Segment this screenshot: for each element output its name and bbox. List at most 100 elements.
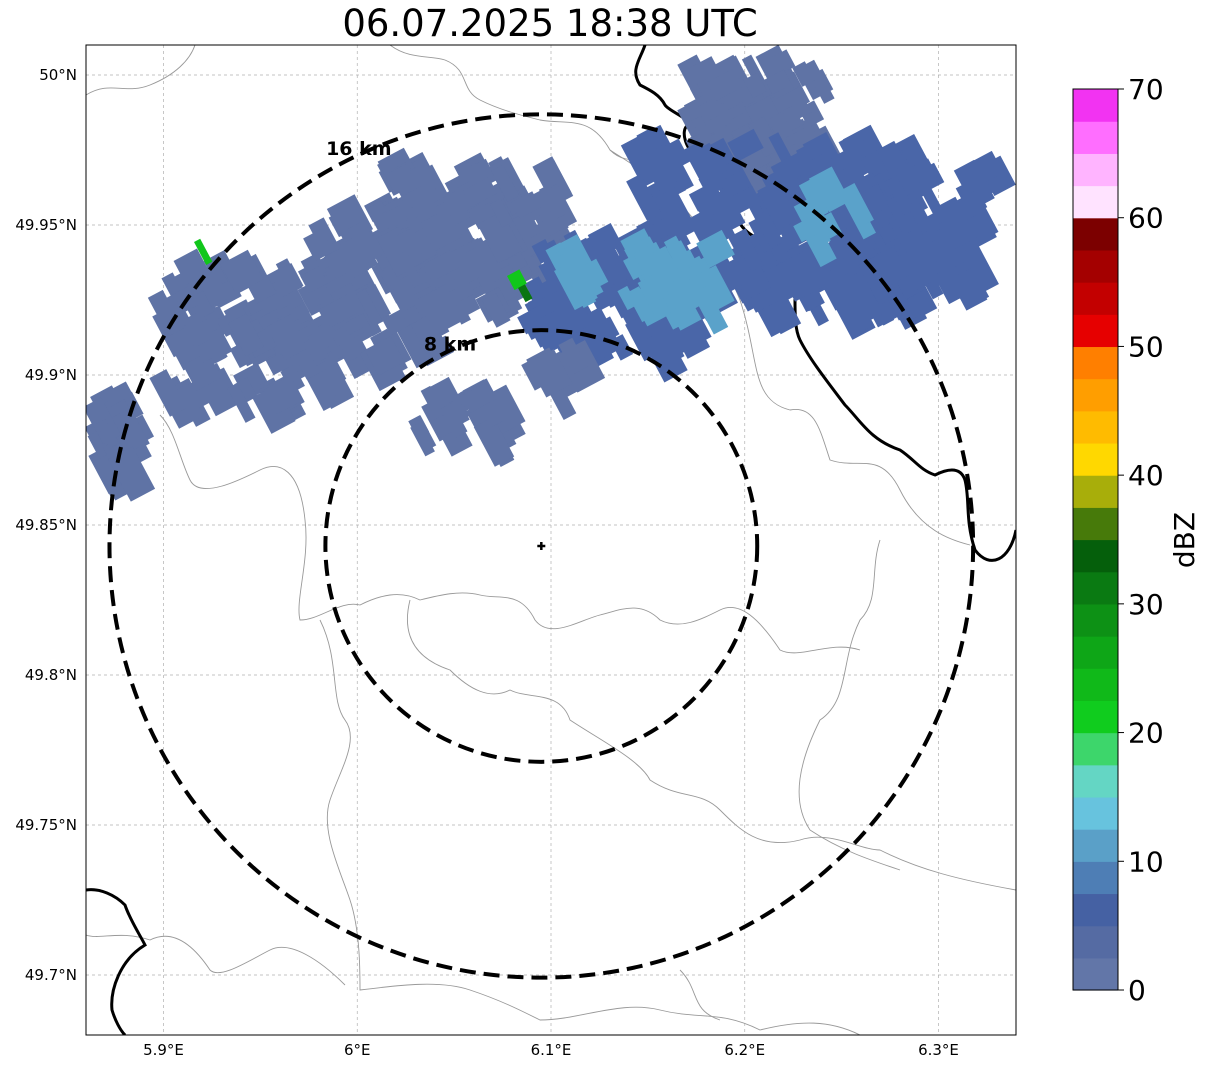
lon-tick-label: 6.3°E [918,1041,959,1059]
lat-tick-label: 49.7°N [25,966,77,984]
echo-cell [320,294,357,328]
echo-cell [860,187,885,216]
echo-cell [933,223,970,269]
echo-cell [507,269,527,291]
echo-cell [558,337,588,375]
lon-tick-label: 6.2°E [724,1041,765,1059]
echo-cell [732,229,764,272]
echo-cell [337,238,370,278]
lat-tick-label: 49.8°N [25,666,77,684]
echo-cell [511,191,541,219]
echo-cell [383,326,412,366]
echo-cell [768,132,792,163]
echo-cell [333,325,360,362]
echo-cell [709,188,746,233]
echo-cell [667,277,708,317]
radar-site-marker [537,542,546,550]
echo-cell [727,128,764,162]
echo-cell [227,383,256,423]
echo-cell [782,105,804,131]
colorbar-segment [1073,700,1118,734]
echo-cell [491,164,520,202]
echo-cell [228,313,264,357]
echo-cell [931,196,977,250]
echo-cell [410,422,435,457]
echo-cell [182,313,210,347]
colorbar-segment [1073,410,1118,444]
colorbar-segment [1073,121,1118,154]
echo-cell [961,163,992,206]
lat-tick-label: 50°N [39,66,77,84]
colorbar-segment [1073,314,1118,348]
echo-cell [537,286,587,342]
map-title: 06.07.2025 18:38 UTC [342,2,758,45]
echo-cell [186,298,221,338]
echo-cell [300,266,328,294]
colorbar-segment [1073,732,1118,766]
echo-cell [770,152,809,186]
echo-cell [792,61,815,87]
echo-cell [885,175,915,215]
echo-cell [626,173,662,221]
echo-cell [751,241,779,273]
colorbar-segment [1073,893,1118,927]
colorbar-segment [1073,764,1118,798]
colorbar-segment [1073,668,1118,701]
echo-cell [555,248,586,281]
echo-cell [396,250,423,288]
echo-cell [803,59,835,104]
echo-cell [730,185,761,214]
echo-cell [465,247,498,293]
echo-cell [307,332,330,362]
echo-cell [642,328,688,383]
echo-cell [477,211,523,264]
echo-cell [105,407,149,455]
echo-cell [364,283,391,320]
echo-cell [532,156,574,207]
colorbar-segment [1073,829,1118,862]
echo-cell [303,228,334,262]
colorbar: 0 10 20 30 40 50 60 70 dBZ [1072,73,1201,1007]
colorbar-segment [1073,346,1118,380]
echo-cell [252,384,296,434]
echo-cell [439,402,468,439]
echo-cell [793,215,823,243]
echo-cell [431,414,453,438]
echo-cell [356,288,383,326]
colorbar-segment [1073,217,1118,251]
colorbar-label: dBZ [1168,512,1201,568]
echo-cell [317,320,347,361]
echo-cell [92,455,126,500]
echo-cell [519,311,545,341]
echo-cell [216,314,237,337]
echo-cell [891,162,923,197]
echo-cell [917,178,948,224]
echo-cell [382,262,418,311]
lat-tick-label: 49.85°N [15,516,77,534]
echo-cell [706,68,743,101]
colorbar-segment [1073,153,1118,187]
radar-echoes [86,45,1016,502]
echo-cell [417,284,465,335]
echo-cell [147,289,177,324]
colorbar-segment [1073,378,1118,412]
colorbar-tick-label: 40 [1128,459,1164,492]
echo-cell [489,198,513,228]
echo-cell [757,180,799,231]
echo-cell [480,400,504,428]
range-ring-label: 16 km [326,138,392,160]
admin-boundaries [86,45,1016,1035]
colorbar-segment [1073,571,1118,605]
lon-tick-label: 6°E [344,1041,371,1059]
echo-cell [389,205,410,231]
echo-cell [518,284,533,303]
echo-cell [898,248,933,291]
colorbar-segment [1073,796,1118,830]
echo-cell [818,181,849,213]
echo-cell [96,418,119,449]
echo-cell [587,239,618,273]
colorbar-segment [1073,475,1118,508]
colorbar-tick-label: 30 [1128,588,1164,621]
echo-cell [949,268,988,311]
